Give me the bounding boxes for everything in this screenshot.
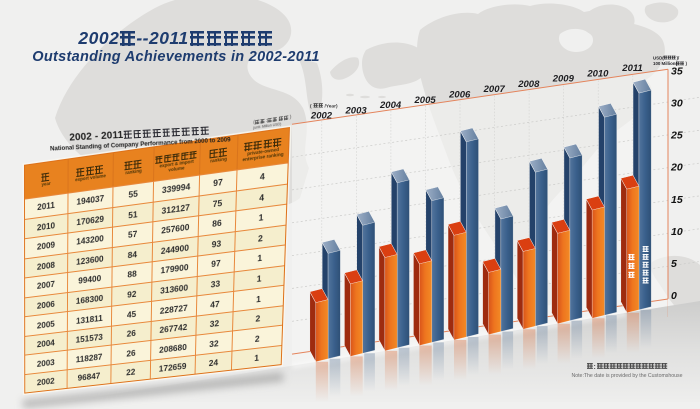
svg-text:35: 35: [671, 66, 683, 78]
svg-text:30: 30: [671, 98, 683, 110]
svg-text:100 Million(: 100 Million(: [653, 61, 677, 66]
svg-text:2007: 2007: [483, 84, 506, 95]
svg-text::: :: [594, 364, 596, 371]
svg-text:2005: 2005: [414, 95, 437, 106]
svg-text:10: 10: [671, 226, 683, 238]
svg-text:(: (: [310, 103, 312, 109]
svg-text:2008: 2008: [517, 79, 540, 90]
svg-text:/Year): /Year): [325, 103, 338, 109]
svg-text:0: 0: [671, 290, 677, 302]
svg-text:5: 5: [671, 258, 677, 270]
svg-text:20: 20: [670, 162, 683, 174]
svg-text:2009: 2009: [552, 74, 575, 85]
svg-text:2004: 2004: [379, 100, 402, 111]
svg-text:2011: 2011: [621, 63, 642, 74]
svg-text:Note:The date is provided by t: Note:The date is provided by the Customs…: [571, 373, 682, 379]
svg-text:2010: 2010: [586, 68, 609, 79]
svg-text:USD(: USD(: [653, 55, 664, 60]
svg-text:2002: 2002: [310, 111, 333, 122]
svg-text:)/: )/: [677, 55, 680, 60]
svg-text:2003: 2003: [345, 105, 368, 116]
svg-text:15: 15: [671, 194, 683, 206]
svg-text:2006: 2006: [448, 90, 471, 101]
svg-text:25: 25: [670, 130, 683, 142]
svg-text:): ): [686, 61, 688, 66]
